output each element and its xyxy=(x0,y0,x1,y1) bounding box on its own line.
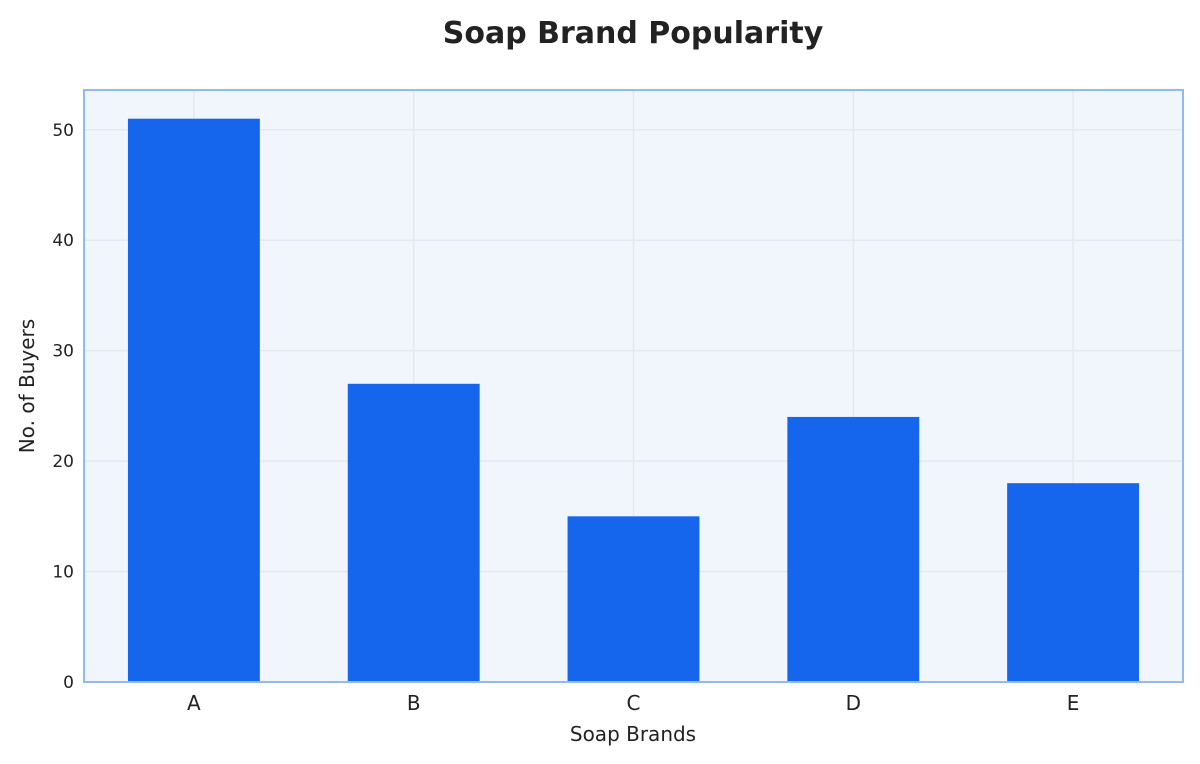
bar-b xyxy=(347,383,480,682)
y-tick-label: 50 xyxy=(52,121,74,141)
bar-c xyxy=(567,516,700,682)
y-tick-label: 30 xyxy=(52,342,74,362)
y-axis-ticks: 0 10 20 30 40 50 xyxy=(52,121,74,693)
y-tick-label: 10 xyxy=(52,563,74,583)
chart-title: Soap Brand Popularity xyxy=(443,16,824,51)
x-tick-label: A xyxy=(187,691,201,715)
x-axis-ticks: A B C D E xyxy=(187,691,1079,715)
y-tick-label: 20 xyxy=(52,452,74,472)
y-axis-label: No. of Buyers xyxy=(15,319,39,453)
x-axis-label: Soap Brands xyxy=(570,722,696,746)
bar-d xyxy=(787,416,920,682)
bar-a xyxy=(127,118,260,682)
bars xyxy=(127,118,1140,682)
y-tick-label: 0 xyxy=(63,673,74,693)
plot-border xyxy=(83,89,1184,683)
y-tick-label: 40 xyxy=(52,231,74,251)
x-tick-label: E xyxy=(1067,691,1080,715)
x-tick-label: C xyxy=(627,691,641,715)
bar-e xyxy=(1007,483,1140,682)
x-tick-label: B xyxy=(407,691,421,715)
x-tick-label: D xyxy=(846,691,861,715)
